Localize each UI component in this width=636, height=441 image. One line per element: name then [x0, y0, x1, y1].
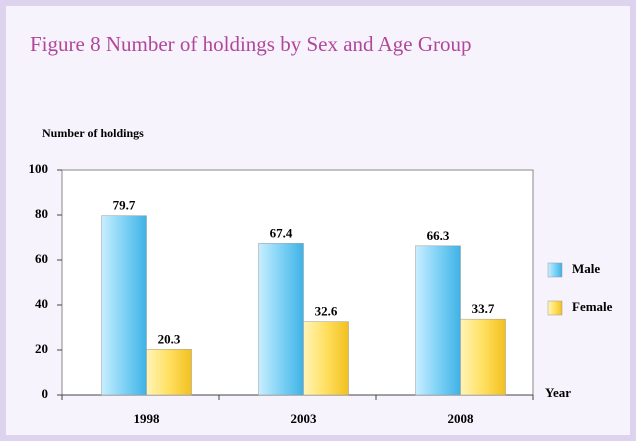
- y-tick-label: 20: [35, 341, 48, 356]
- y-tick-label: 80: [35, 206, 48, 221]
- legend-swatch: [547, 262, 563, 278]
- legend-label: Female: [572, 299, 613, 314]
- data-label: 20.3: [158, 331, 181, 346]
- x-axis-label: Year: [545, 385, 571, 400]
- bar: [258, 243, 304, 396]
- data-label: 33.7: [472, 301, 495, 316]
- data-label: 79.7: [113, 198, 136, 213]
- y-tick-label: 40: [35, 296, 48, 311]
- chart-title: Figure 8 Number of holdings by Sex and A…: [30, 32, 472, 56]
- legend-swatch: [547, 300, 563, 316]
- data-label: 66.3: [427, 228, 450, 243]
- bar: [460, 318, 506, 396]
- data-label: 32.6: [315, 304, 338, 319]
- x-tick-label: 2008: [448, 411, 475, 426]
- x-tick-label: 2003: [291, 411, 318, 426]
- y-axis-label: Number of holdings: [42, 126, 144, 140]
- bar: [415, 245, 461, 396]
- bar: [303, 321, 349, 396]
- legend-label: Male: [572, 261, 600, 276]
- bar: [101, 215, 147, 396]
- y-tick-label: 60: [35, 251, 48, 266]
- x-tick-label: 1998: [134, 411, 161, 426]
- data-label: 67.4: [270, 225, 293, 240]
- bar: [146, 349, 192, 396]
- y-tick-label: 100: [29, 161, 49, 176]
- y-tick-label: 0: [42, 386, 49, 401]
